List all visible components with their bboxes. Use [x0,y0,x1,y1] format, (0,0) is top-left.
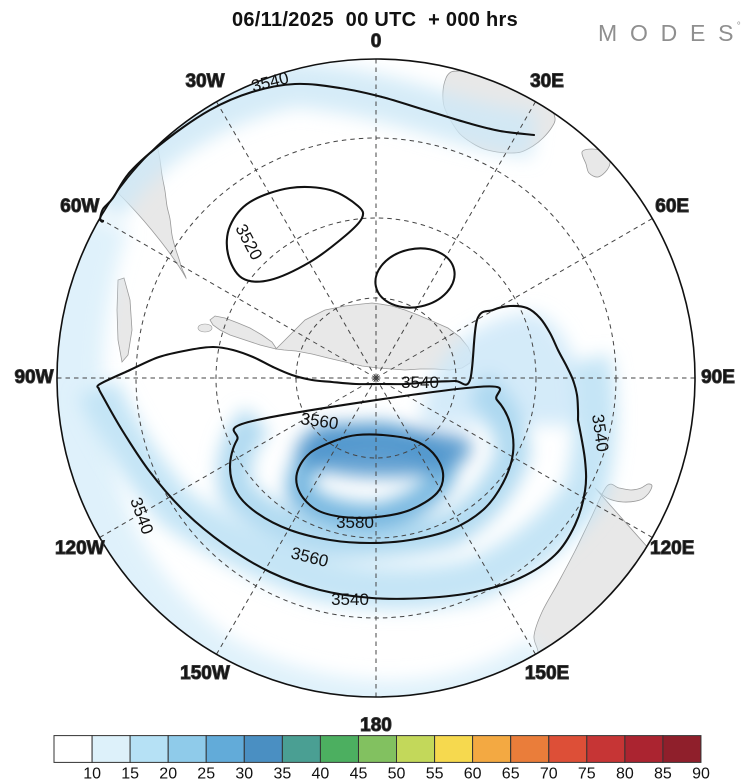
svg-text:150E: 150E [525,663,569,684]
svg-text:60: 60 [464,765,482,782]
svg-text:30E: 30E [530,71,564,92]
svg-text:35: 35 [274,765,292,782]
svg-text:80: 80 [616,765,634,782]
svg-text:120E: 120E [650,538,694,559]
svg-text:25: 25 [197,765,215,782]
svg-text:90: 90 [692,765,710,782]
svg-text:70: 70 [540,765,558,782]
svg-text:3520: 3520 [231,221,266,263]
svg-text:55: 55 [426,765,444,782]
svg-text:90E: 90E [701,367,735,388]
svg-text:30W: 30W [185,71,224,92]
svg-text:150W: 150W [180,663,230,684]
svg-text:0: 0 [371,31,382,52]
svg-text:10: 10 [83,765,101,782]
svg-text:15: 15 [121,765,139,782]
svg-text:90W: 90W [14,367,53,388]
svg-text:45: 45 [350,765,368,782]
svg-text:3580: 3580 [336,513,374,532]
svg-text:3540: 3540 [331,590,369,609]
svg-text:120W: 120W [55,538,105,559]
svg-text:65: 65 [502,765,520,782]
svg-text:75: 75 [578,765,596,782]
svg-text:3560: 3560 [299,409,339,433]
svg-text:20: 20 [159,765,177,782]
svg-text:3540: 3540 [401,373,439,392]
svg-text:85: 85 [654,765,672,782]
svg-text:40: 40 [312,765,330,782]
svg-text:50: 50 [388,765,406,782]
svg-text:30: 30 [235,765,253,782]
svg-text:60W: 60W [60,196,99,217]
svg-text:60E: 60E [655,196,689,217]
